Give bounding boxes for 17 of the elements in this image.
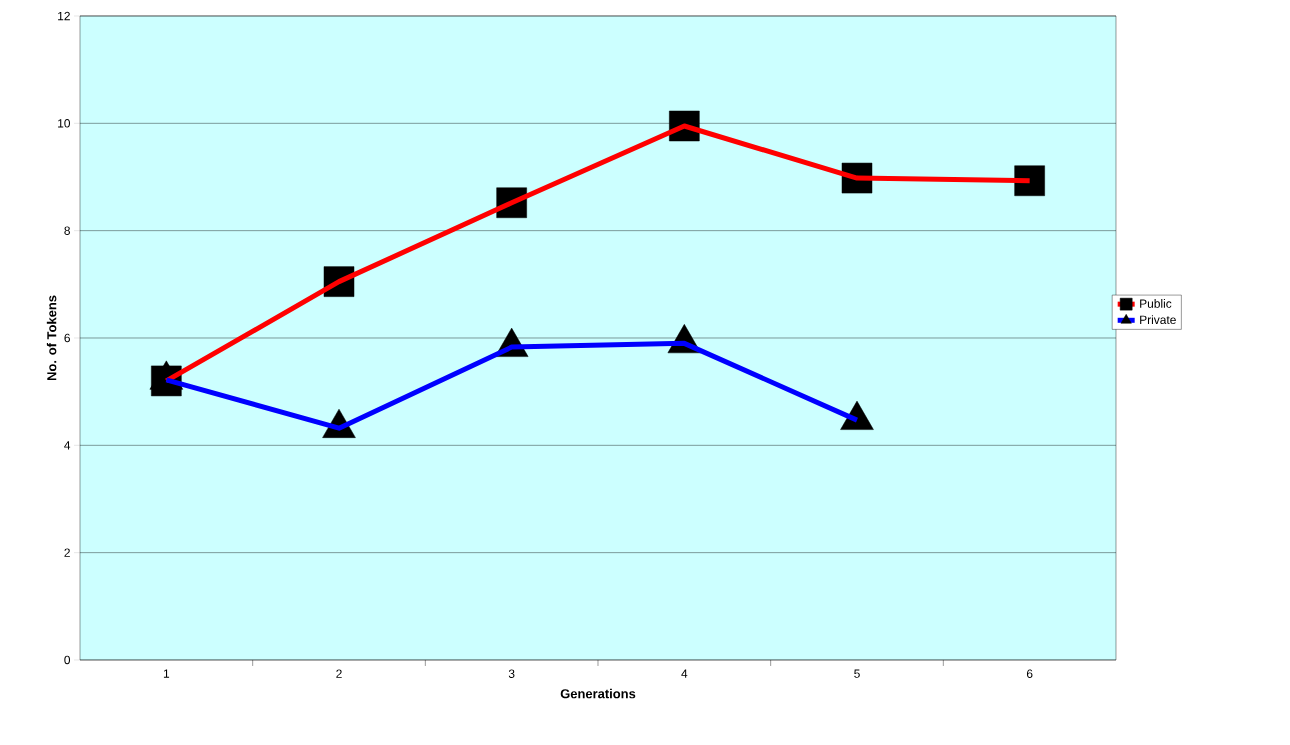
x-tick-label: 4 [681, 669, 688, 678]
x-tick-label: 2 [336, 669, 342, 678]
y-axis-title: No. of Tokens [46, 295, 57, 381]
x-tick-label: 3 [508, 669, 515, 678]
y-tick-label: 2 [64, 548, 70, 557]
y-tick-label: 10 [58, 119, 71, 128]
y-tick-label: 0 [64, 655, 71, 665]
y-tick-label: 4 [64, 441, 71, 450]
x-axis-title: Generations [560, 688, 636, 699]
y-tick-label: 12 [58, 11, 70, 21]
legend-label: Private [1140, 315, 1176, 324]
y-tick-label: 6 [64, 333, 70, 343]
legend-label: Public [1140, 299, 1172, 308]
x-tick-label: 1 [163, 669, 170, 678]
x-tick-label: 6 [1026, 669, 1033, 678]
x-tick-label: 5 [854, 669, 860, 678]
y-tick-label: 8 [64, 226, 70, 235]
